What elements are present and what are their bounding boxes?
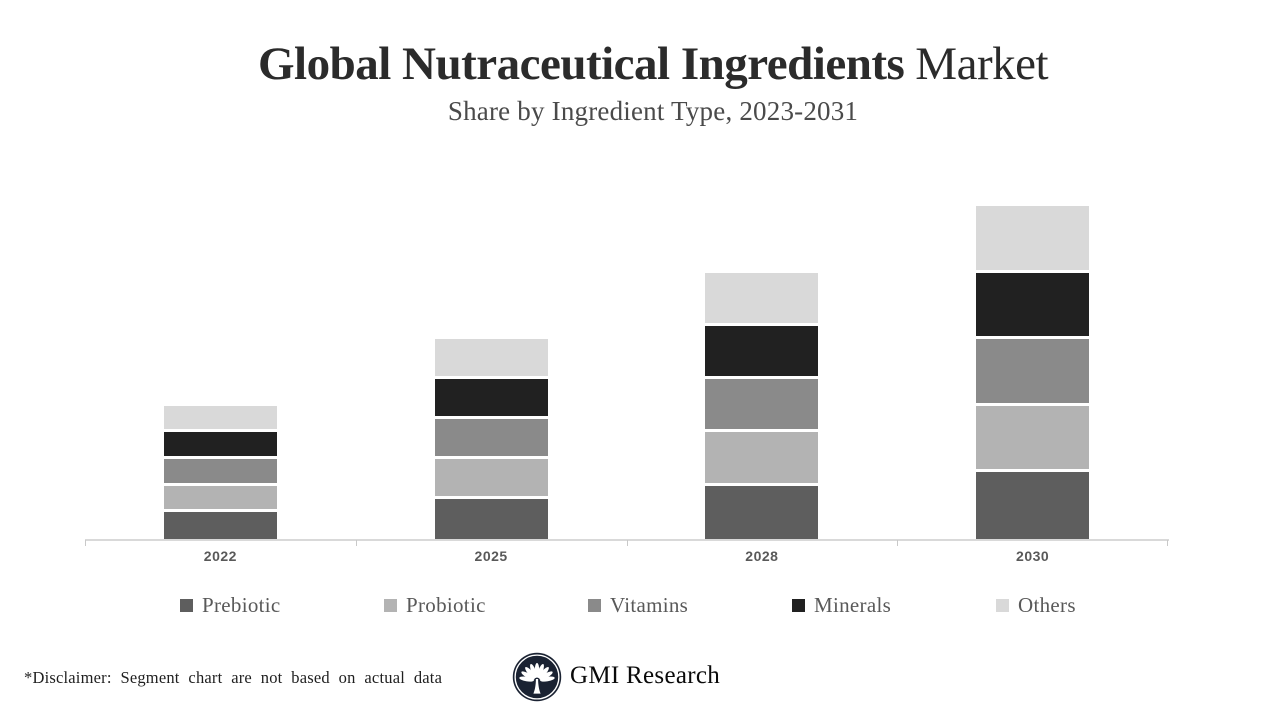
x-axis-tick — [626, 540, 628, 546]
x-axis-tick — [85, 540, 86, 546]
segment-prebiotic-2030 — [976, 472, 1090, 539]
legend-marker-others — [996, 598, 1009, 612]
segment-minerals-2022 — [163, 432, 277, 460]
chart-title: Global Nutraceutical Ingredients Market — [13, 38, 1280, 90]
x-axis-tick — [355, 540, 357, 546]
x-axis-tick — [1167, 540, 1168, 546]
bar-2022 — [163, 405, 277, 539]
legend-marker-minerals — [792, 598, 805, 612]
legend-label-others: Others — [1018, 592, 1076, 617]
legend-item-minerals: Minerals — [792, 592, 996, 618]
chart-header: Global Nutraceutical Ingredients Market S… — [13, 38, 1280, 127]
legend-label-prebiotic: Prebiotic — [202, 592, 281, 617]
segment-prebiotic-2022 — [163, 512, 277, 539]
x-axis-label-2028: 2028 — [745, 548, 779, 564]
x-axis-label-2030: 2030 — [1016, 548, 1050, 564]
segment-vitamins-2025 — [434, 419, 548, 460]
segment-minerals-2028 — [705, 325, 819, 380]
segment-minerals-2025 — [434, 379, 548, 420]
legend-marker-vitamins — [588, 598, 601, 612]
x-axis-label-2022: 2022 — [203, 548, 237, 564]
legend-item-prebiotic: Prebiotic — [180, 592, 384, 618]
segment-prebiotic-2025 — [434, 499, 548, 539]
segment-vitamins-2030 — [976, 339, 1090, 406]
segment-others-2025 — [434, 339, 548, 380]
segment-probiotic-2030 — [976, 405, 1090, 473]
chart-title-primary: Global Nutraceutical Ingredients — [257, 38, 905, 90]
x-axis-label-2025: 2025 — [474, 548, 508, 564]
segment-probiotic-2022 — [163, 485, 277, 513]
legend-marker-probiotic — [384, 598, 397, 612]
legend-marker-prebiotic — [180, 598, 193, 612]
bar-2025 — [434, 339, 548, 539]
gmi-logo-icon — [512, 652, 562, 702]
x-axis-tick — [897, 540, 899, 546]
segment-probiotic-2028 — [705, 432, 819, 486]
segment-vitamins-2028 — [705, 379, 819, 433]
segment-others-2028 — [705, 272, 819, 326]
segment-prebiotic-2028 — [705, 485, 819, 539]
segment-vitamins-2022 — [163, 459, 277, 486]
disclaimer-text: *Disclaimer: Segment chart are not based… — [24, 668, 443, 687]
brand-name: GMI Research — [570, 662, 721, 689]
chart-subtitle: Share by Ingredient Type, 2023-2031 — [447, 96, 859, 127]
segment-probiotic-2025 — [434, 459, 548, 500]
legend-item-others: Others — [996, 592, 1200, 618]
segment-others-2022 — [163, 405, 277, 433]
legend-label-vitamins: Vitamins — [610, 592, 689, 617]
legend-item-vitamins: Vitamins — [588, 592, 792, 618]
plot-area — [85, 176, 1168, 539]
chart-area: 2022 2025 2028 2030 — [85, 176, 1169, 576]
legend-item-probiotic: Probiotic — [384, 592, 588, 618]
legend-label-minerals: Minerals — [814, 592, 892, 617]
bar-2028 — [705, 272, 819, 539]
legend-label-probiotic: Probiotic — [406, 592, 486, 617]
chart-title-secondary: Market — [915, 38, 1049, 90]
segment-others-2030 — [976, 206, 1090, 273]
legend: Prebiotic Probiotic Vitamins Minerals Others — [180, 592, 1200, 618]
bar-2030 — [976, 206, 1090, 539]
segment-minerals-2030 — [976, 272, 1090, 340]
